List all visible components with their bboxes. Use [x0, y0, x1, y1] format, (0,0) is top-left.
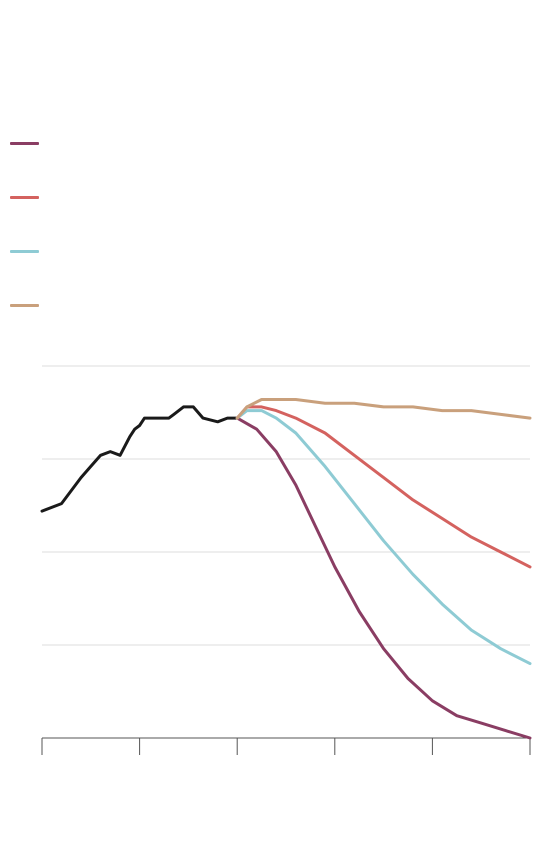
series-line: [235, 398, 532, 420]
series-line: [40, 405, 239, 513]
chart-legend: [10, 130, 530, 346]
legend-item: [10, 292, 530, 346]
series-line: [235, 409, 532, 666]
legend-item: [10, 130, 530, 184]
legend-item: [10, 238, 530, 292]
legend-swatch: [10, 250, 39, 253]
legend-swatch: [10, 142, 39, 145]
series-line: [235, 416, 532, 740]
legend-swatch: [10, 304, 39, 307]
legend-item: [10, 184, 530, 238]
series-line: [235, 405, 532, 569]
legend-swatch: [10, 196, 39, 199]
